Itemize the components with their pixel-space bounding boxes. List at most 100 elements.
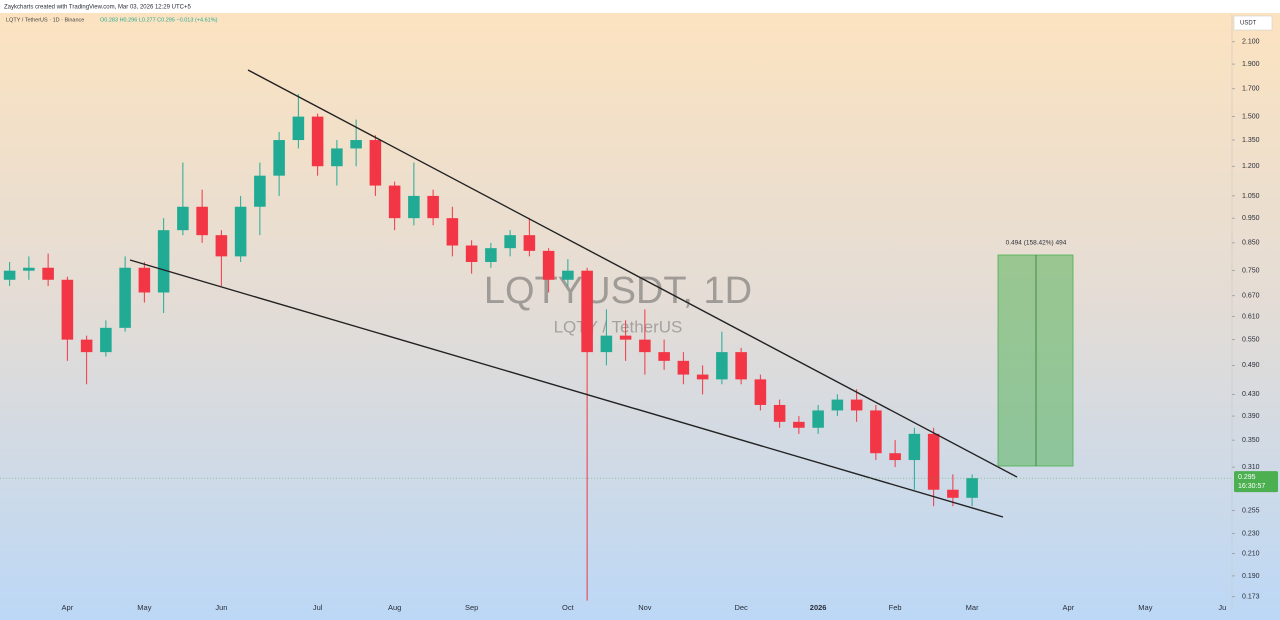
plot-area (3, 94, 978, 601)
y-tick-label: 0.210 (1242, 551, 1260, 558)
candle-body (138, 267, 151, 293)
y-tick-label: 1.200 (1242, 163, 1260, 170)
candle-body (831, 399, 844, 411)
candle-body (61, 279, 74, 340)
candle-body (254, 175, 266, 207)
candle-body (331, 148, 343, 167)
x-tick-label: May (1138, 603, 1152, 612)
measure-label: 0.494 (158.42%) 494 (1006, 240, 1067, 247)
candle-body (619, 335, 632, 340)
currency-box (1233, 15, 1273, 31)
candle-body (812, 410, 824, 428)
y-tick-label: 1.700 (1242, 86, 1260, 93)
y-tick-label: 0.850 (1242, 240, 1260, 247)
candle-body (696, 374, 709, 380)
candle-body (870, 410, 882, 454)
y-tick-label: 0.550 (1242, 336, 1260, 343)
y-tick-label: 0.173 (1242, 594, 1260, 601)
header-strip (0, 0, 1280, 13)
y-tick-label: 1.350 (1242, 137, 1260, 144)
candle-body (42, 267, 54, 280)
candle-body (773, 404, 786, 422)
candle-body (754, 379, 767, 405)
candle-body (600, 335, 613, 353)
candle-body (485, 248, 497, 262)
y-tick-label: 0.255 (1242, 507, 1260, 514)
candle-body (408, 195, 420, 219)
last-price-label: 0.295 (1238, 474, 1256, 481)
countdown-label: 16:30:57 (1238, 483, 1265, 490)
candle-body (157, 230, 170, 293)
candle-body (542, 250, 555, 280)
y-tick-label: 0.490 (1242, 362, 1260, 369)
x-tick-label: Dec (734, 603, 748, 612)
x-tick-label: Jul (313, 603, 323, 612)
candle-body (292, 116, 305, 141)
y-tick-label: 2.100 (1242, 39, 1260, 46)
candle-body (716, 352, 728, 380)
y-tick-label: 0.310 (1242, 464, 1260, 471)
candle-body (639, 339, 651, 353)
watermark-title: LQTYUSDT, 1D (484, 270, 752, 312)
candle-body (889, 453, 901, 461)
symbol-line: LQTY / TetherUS · 1D · Binance (6, 17, 84, 23)
y-tick-label: 0.950 (1242, 215, 1260, 222)
candle-body (446, 218, 459, 246)
candle-body (677, 360, 690, 375)
candle-body (177, 206, 189, 231)
x-tick-label: Aug (388, 603, 401, 612)
watermark-subtitle: LQTY / TetherUS (554, 317, 683, 336)
candle-body (273, 140, 285, 176)
y-tick-label: 0.610 (1242, 313, 1260, 320)
candle-body (388, 185, 401, 219)
candle-body (966, 478, 978, 498)
candle-body (350, 140, 362, 149)
y-tick-label: 1.500 (1242, 113, 1260, 120)
candle-body (735, 352, 747, 380)
x-tick-label: Apr (62, 603, 74, 612)
candle-body (369, 140, 382, 186)
candle-body (850, 399, 863, 411)
candle-body (947, 489, 959, 498)
candle-body (523, 235, 536, 251)
x-tick-label: Feb (889, 603, 902, 612)
x-tick-label: Ju (1218, 603, 1226, 612)
measure-box (997, 254, 1074, 467)
candle-body (215, 235, 228, 257)
candle-body (234, 206, 247, 257)
candle-body (100, 327, 112, 353)
candle-body (658, 352, 670, 361)
candle-body (119, 267, 131, 328)
x-tick-label: Nov (638, 603, 652, 612)
x-tick-label: May (137, 603, 151, 612)
y-tick-label: 0.750 (1242, 268, 1260, 275)
candle-body (504, 235, 516, 249)
y-tick-label: 0.190 (1242, 573, 1260, 580)
candle-body (927, 433, 940, 490)
x-tick-label: Jun (215, 603, 227, 612)
candle-body (427, 195, 439, 219)
candle-body (196, 206, 208, 236)
y-tick-label: 0.430 (1242, 391, 1260, 398)
header-text: Zaykcharts created with TradingView.com,… (4, 5, 191, 11)
y-tick-label: 0.350 (1242, 437, 1260, 444)
x-tick-label: 2026 (810, 603, 827, 612)
candle-body (23, 267, 35, 271)
candle-body (581, 270, 593, 353)
y-tick-label: 1.050 (1242, 193, 1260, 200)
upper-trendline (247, 69, 1018, 478)
y-tick-label: 0.670 (1242, 293, 1260, 300)
candle-body (3, 270, 16, 280)
ohlc-line: O0.283 H0.296 L0.277 C0.295 −0.013 (+4.6… (100, 17, 218, 23)
y-tick-label: 0.390 (1242, 413, 1260, 420)
x-tick-label: Apr (1063, 603, 1075, 612)
currency-label: USDT (1240, 21, 1257, 27)
x-tick-label: Oct (562, 603, 575, 612)
candle-body (562, 270, 574, 280)
candle-body (311, 116, 324, 167)
candle-body (80, 339, 93, 353)
last-price-tag (1234, 471, 1278, 493)
x-tick-label: Sep (465, 603, 478, 612)
candle-body (793, 421, 805, 428)
